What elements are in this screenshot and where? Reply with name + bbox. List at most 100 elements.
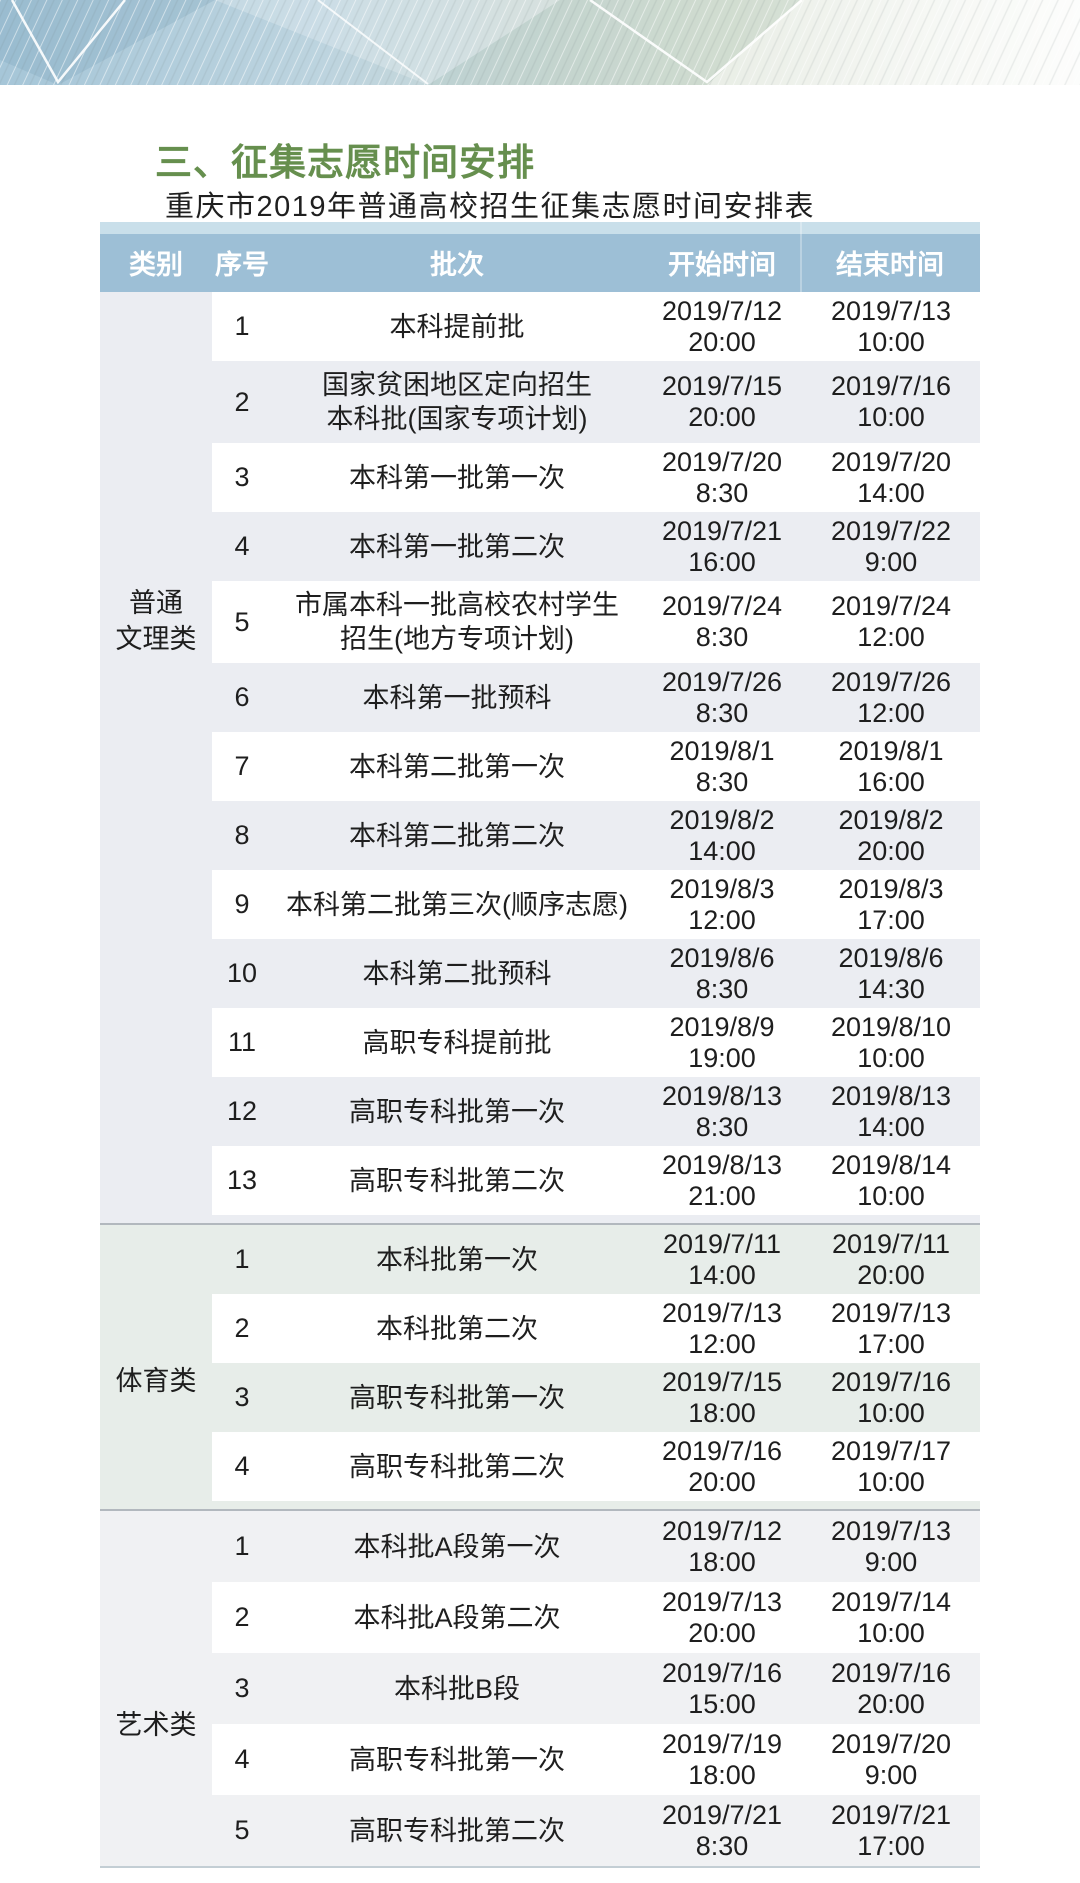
batch-name-cell: 本科第二批第一次: [349, 751, 565, 782]
start-time-cell: 2019/7/15 18:00: [661, 1366, 783, 1428]
end-time-cell: 2019/7/13 10:00: [830, 295, 952, 357]
end-time-cell: 2019/7/20 9:00: [830, 1728, 952, 1790]
table-row: 1 本科批第一次 2019/7/11 14:00 2019/7/11 20:00: [212, 1225, 980, 1294]
end-time-cell: 2019/8/14 10:00: [830, 1149, 952, 1211]
end-time-cell: 2019/8/3 17:00: [838, 873, 944, 935]
start-time-cell: 2019/7/11 14:00: [662, 1228, 782, 1290]
table-row: 1 本科批A段第一次 2019/7/12 18:00 2019/7/13 9:00: [212, 1511, 980, 1582]
batch-name-cell: 高职专科批第一次: [349, 1096, 565, 1127]
category-label: 普通 文理类: [115, 588, 197, 654]
batch-name-cell: 本科批A段第一次: [353, 1531, 561, 1562]
table-header-row: 类别 序号 批次 开始时间 结束时间: [100, 222, 980, 292]
table-row: 7 本科第二批第一次 2019/8/1 8:30 2019/8/1 16:00: [212, 732, 980, 801]
end-time-cell: 2019/8/6 14:30: [838, 942, 944, 1004]
table-row: 5 高职专科批第二次 2019/7/21 8:30 2019/7/21 17:00: [212, 1795, 980, 1866]
section-rows: 1 本科批A段第一次 2019/7/12 18:00 2019/7/13 9:00 …: [100, 1511, 980, 1866]
start-time-cell: 2019/8/1 8:30: [669, 735, 775, 797]
section-rows: 1 本科批第一次 2019/7/11 14:00 2019/7/11 20:00 2…: [100, 1225, 980, 1501]
end-time-cell: 2019/8/10 10:00: [830, 1011, 952, 1073]
row-number-cell: 1: [234, 1531, 250, 1561]
end-time-cell: 2019/7/14 10:00: [830, 1586, 952, 1648]
end-time-cell: 2019/7/16 10:00: [830, 1366, 952, 1428]
table-row: 4 高职专科批第二次 2019/7/16 20:00 2019/7/17 10:00: [212, 1432, 980, 1501]
start-time-cell: 2019/7/26 8:30: [661, 666, 783, 728]
batch-name-cell: 本科第一批预科: [362, 682, 552, 713]
page-subtitle: 重庆市2019年普通高校招生征集志愿时间安排表: [165, 191, 816, 223]
section-divider: [100, 1509, 980, 1511]
start-time-cell: 2019/7/13 20:00: [661, 1586, 783, 1648]
batch-name-cell: 高职专科批第一次: [349, 1744, 565, 1775]
row-number-cell: 4: [234, 1451, 250, 1481]
table-section: 普通 文理类 1 本科提前批 2019/7/12 20:00 2019/7/13 10…: [100, 292, 980, 1223]
row-number-cell: 9: [234, 889, 250, 919]
table-row: 5 市属本科一批高校农村学生 招生(地方专项计划) 2019/7/24 8:30 2…: [212, 581, 980, 663]
row-number-cell: 6: [234, 682, 250, 712]
start-time-cell: 2019/8/13 8:30: [661, 1080, 783, 1142]
batch-name-cell: 本科批第二次: [376, 1313, 538, 1344]
batch-name-cell: 本科批B段: [393, 1673, 520, 1704]
end-time-cell: 2019/7/20 14:00: [830, 446, 952, 508]
schedule-table: 类别 序号 批次 开始时间 结束时间 普通 文理类 1 本科提前批 2019/7/…: [100, 222, 980, 1868]
start-time-cell: 2019/7/19 18:00: [661, 1728, 783, 1790]
start-time-cell: 2019/8/13 21:00: [661, 1149, 783, 1211]
row-number-cell: 2: [234, 1313, 250, 1343]
header-end-time: 结束时间: [800, 222, 978, 292]
category-label: 体育类: [115, 1366, 197, 1396]
table-row: 2 本科批A段第二次 2019/7/13 20:00 2019/7/14 10:00: [212, 1582, 980, 1653]
batch-name-cell: 高职专科批第二次: [349, 1815, 565, 1846]
table-row: 13 高职专科批第二次 2019/8/13 21:00 2019/8/14 10:0…: [212, 1146, 980, 1215]
table-row: 2 国家贫困地区定向招生 本科批(国家专项计划) 2019/7/15 20:00 2…: [212, 361, 980, 443]
page-title: 三、征集志愿时间安排: [155, 142, 535, 183]
row-number-cell: 2: [234, 1602, 250, 1632]
batch-name-cell: 高职专科批第二次: [349, 1165, 565, 1196]
end-time-cell: 2019/7/24 12:00: [830, 591, 952, 652]
start-time-cell: 2019/7/16 20:00: [661, 1435, 783, 1497]
table-row: 4 高职专科批第一次 2019/7/19 18:00 2019/7/20 9:00: [212, 1724, 980, 1795]
start-time-cell: 2019/7/16 15:00: [661, 1657, 783, 1719]
batch-name-cell: 本科提前批: [389, 311, 525, 342]
end-time-cell: 2019/7/16 10:00: [830, 371, 952, 432]
table-row: 2 本科批第二次 2019/7/13 12:00 2019/7/13 17:00: [212, 1294, 980, 1363]
batch-name-cell: 本科第一批第一次: [349, 462, 565, 493]
start-time-cell: 2019/7/12 20:00: [661, 295, 783, 357]
row-number-cell: 4: [234, 1744, 250, 1774]
row-number-cell: 13: [226, 1165, 258, 1195]
header-start-time: 开始时间: [668, 249, 776, 280]
row-number-cell: 1: [234, 1244, 250, 1274]
table-row: 12 高职专科批第一次 2019/8/13 8:30 2019/8/13 14:00: [212, 1077, 980, 1146]
start-time-cell: 2019/7/21 16:00: [661, 515, 783, 577]
end-time-cell: 2019/7/17 10:00: [830, 1435, 952, 1497]
batch-name-cell: 本科第一批第二次: [349, 531, 565, 562]
batch-name-cell: 本科批第一次: [376, 1244, 538, 1275]
end-time-cell: 2019/7/13 17:00: [830, 1297, 952, 1359]
row-number-cell: 3: [234, 1382, 250, 1412]
table-row: 1 本科提前批 2019/7/12 20:00 2019/7/13 10:00: [212, 292, 980, 361]
start-time-cell: 2019/7/13 12:00: [661, 1297, 783, 1359]
row-number-cell: 1: [234, 311, 250, 341]
end-time-cell: 2019/7/26 12:00: [830, 666, 952, 728]
table-row: 3 本科批B段 2019/7/16 15:00 2019/7/16 20:00: [212, 1653, 980, 1724]
row-number-cell: 7: [234, 751, 250, 781]
row-number-cell: 8: [234, 820, 250, 850]
header-number: 序号: [215, 249, 269, 280]
section-divider: [100, 1223, 980, 1225]
row-number-cell: 12: [226, 1096, 258, 1126]
end-time-cell: 2019/7/22 9:00: [830, 515, 952, 577]
batch-name-cell: 本科批A段第二次: [353, 1602, 561, 1633]
batch-name-cell: 高职专科批第二次: [349, 1451, 565, 1482]
start-time-cell: 2019/8/3 12:00: [669, 873, 775, 935]
row-number-cell: 5: [234, 1815, 250, 1845]
start-time-cell: 2019/8/6 8:30: [669, 942, 775, 1004]
end-time-cell: 2019/7/16 20:00: [830, 1657, 952, 1719]
table-row: 4 本科第一批第二次 2019/7/21 16:00 2019/7/22 9:00: [212, 512, 980, 581]
batch-name-cell: 本科第二批预科: [362, 958, 552, 989]
table-section: 体育类 1 本科批第一次 2019/7/11 14:00 2019/7/11 20:…: [100, 1225, 980, 1509]
batch-name-cell: 高职专科提前批: [362, 1027, 552, 1058]
table-row: 6 本科第一批预科 2019/7/26 8:30 2019/7/26 12:00: [212, 663, 980, 732]
banner-pattern: [0, 0, 1080, 85]
schedule-table-body: 普通 文理类 1 本科提前批 2019/7/12 20:00 2019/7/13 10…: [100, 292, 980, 1868]
batch-name-cell: 高职专科批第一次: [349, 1382, 565, 1413]
row-number-cell: 10: [226, 958, 258, 988]
category-label: 艺术类: [115, 1710, 197, 1740]
